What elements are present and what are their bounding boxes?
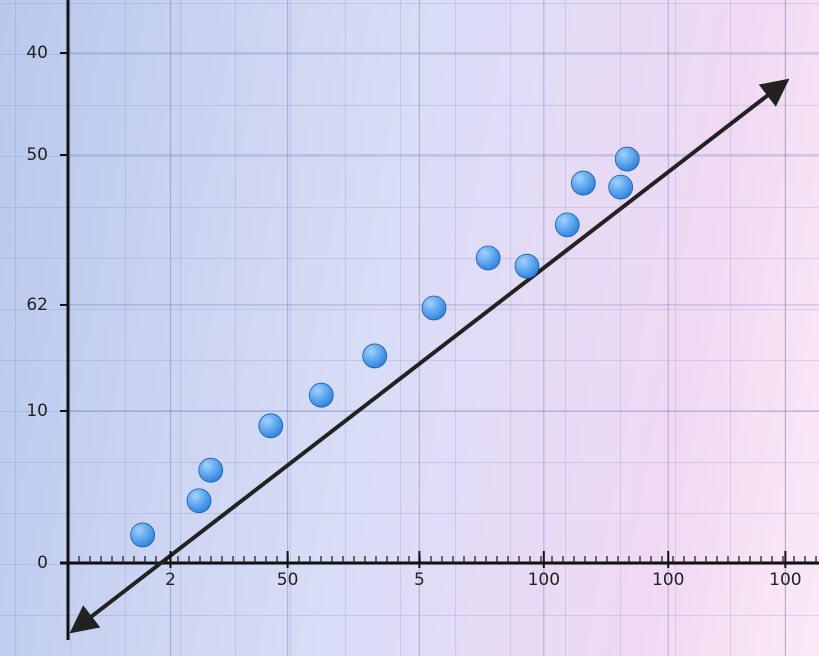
point (258, 413, 284, 439)
point (614, 146, 640, 172)
x-tick-label: 100 (769, 570, 801, 590)
y-tick-label: 50 (26, 145, 48, 165)
x-tick-label: 100 (652, 570, 684, 590)
point (198, 457, 224, 483)
point (308, 382, 334, 408)
y-tick-label: 62 (26, 295, 48, 315)
y-tick-label: 0 (37, 553, 48, 573)
x-tick-label: 50 (277, 570, 299, 590)
point (130, 522, 156, 548)
point (514, 253, 540, 279)
point (608, 174, 634, 200)
x-tick-label: 5 (414, 570, 425, 590)
y-tick-label: 10 (26, 401, 48, 421)
point (570, 170, 596, 196)
point (186, 488, 212, 514)
x-tick-label: 100 (528, 570, 560, 590)
point (421, 295, 447, 321)
trend-arrow (69, 78, 790, 634)
y-tick-label: 40 (26, 43, 48, 63)
point (475, 245, 501, 271)
x-tick-label: 2 (165, 570, 176, 590)
point (362, 343, 388, 369)
point (554, 212, 580, 238)
